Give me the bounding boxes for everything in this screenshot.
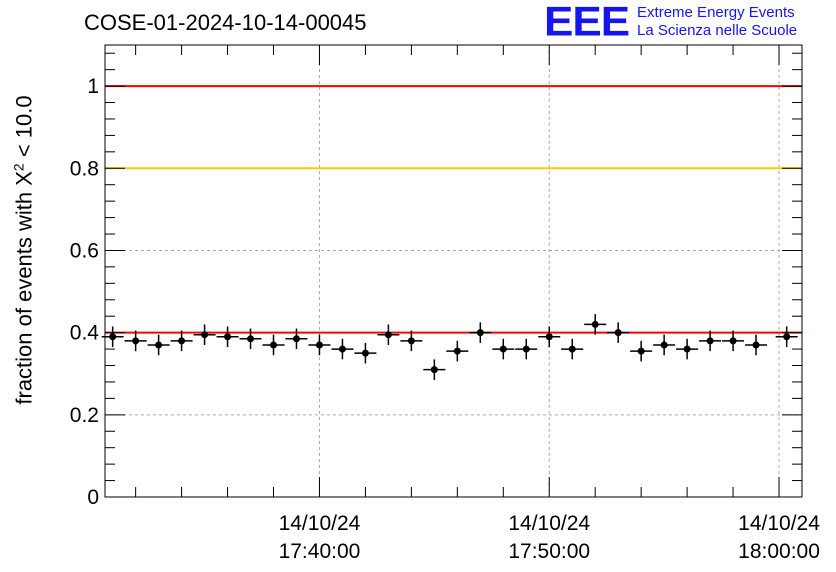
data-point	[109, 333, 117, 341]
y-tick-label: 1	[87, 75, 99, 98]
x-tick-label-date: 14/10/24	[279, 512, 361, 535]
data-point	[591, 320, 599, 328]
data-point	[499, 345, 507, 353]
run-title: COSE-01-2024-10-14-00045	[84, 10, 367, 35]
data-point	[476, 329, 484, 337]
data-point	[545, 333, 553, 341]
data-point	[522, 345, 530, 353]
data-point	[338, 345, 346, 353]
data-point	[783, 333, 791, 341]
data-point	[407, 337, 415, 345]
data-point	[178, 337, 186, 345]
data-point	[729, 337, 737, 345]
y-axis-label-sup: 2	[10, 163, 27, 172]
data-point	[292, 335, 300, 343]
y-axis-label-suffix: < 10.0	[11, 95, 37, 164]
eee-logo-mark: EEE	[544, 0, 630, 45]
y-tick-label: 0.4	[70, 322, 100, 345]
logo-line-2: La Scienza nelle Scuole	[637, 22, 798, 39]
data-point	[660, 341, 668, 349]
y-axis-label-text: fraction of events with X	[11, 171, 37, 405]
data-point	[155, 341, 163, 349]
data-point	[224, 333, 232, 341]
data-point	[270, 341, 278, 349]
x-tick-label-time: 18:00:00	[738, 540, 820, 563]
y-tick-label: 0.6	[70, 239, 99, 262]
data-point	[315, 341, 323, 349]
logo-line-1: Extreme Energy Events	[637, 4, 795, 21]
eee-logo: EEE Extreme Energy Events La Scienza nel…	[544, 0, 797, 45]
data-point	[637, 347, 645, 355]
data-point	[706, 337, 714, 345]
data-point	[683, 345, 691, 353]
data-point	[247, 335, 255, 343]
y-axis-label: fraction of events with X2 < 10.0	[10, 95, 37, 404]
data-point	[568, 345, 576, 353]
plot-frame	[104, 44, 803, 498]
y-tick-label: 0	[87, 486, 99, 509]
data-point	[453, 347, 461, 355]
x-tick-label-time: 17:40:00	[279, 540, 361, 563]
x-tick-label-date: 14/10/24	[738, 512, 820, 535]
data-point	[430, 366, 438, 374]
x-tick-label-date: 14/10/24	[508, 512, 590, 535]
eee-logo-text: Extreme Energy Events La Scienza nelle S…	[637, 4, 797, 40]
data-point	[752, 341, 760, 349]
y-tick-label: 0.8	[70, 157, 99, 180]
data-point	[614, 329, 622, 337]
data-point	[384, 331, 392, 339]
data-point	[201, 331, 209, 339]
data-point	[361, 349, 369, 357]
data-point	[132, 337, 140, 345]
y-tick-label: 0.2	[70, 404, 99, 427]
x-tick-label-time: 17:50:00	[508, 540, 590, 563]
